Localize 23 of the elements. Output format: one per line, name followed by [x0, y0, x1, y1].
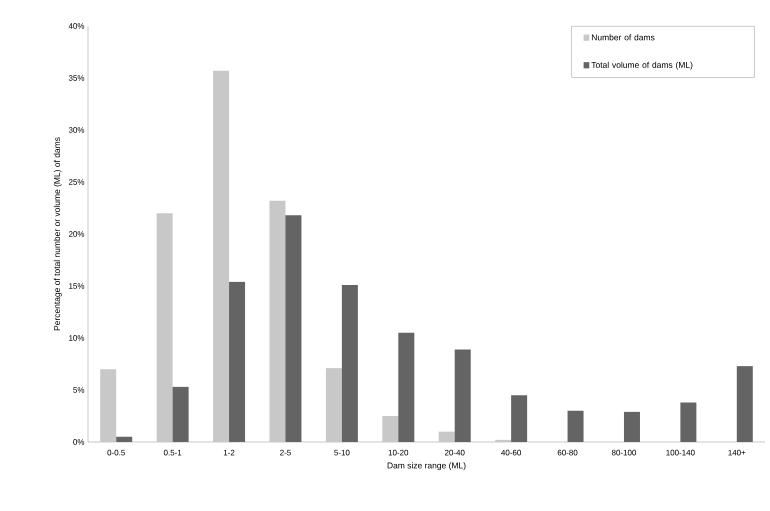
bar [568, 410, 584, 442]
bar [511, 395, 528, 442]
bar [229, 282, 246, 442]
bar [438, 432, 455, 442]
bar [454, 349, 471, 442]
bar [269, 200, 286, 442]
bar [172, 386, 189, 442]
bar [285, 215, 302, 442]
bar [342, 284, 358, 442]
bar [116, 436, 132, 442]
legend-label: Number of dams [592, 34, 654, 40]
bar [100, 369, 116, 442]
bar [736, 366, 753, 442]
legend-label: Total volume of dams (ML) [591, 62, 692, 70]
bar [326, 368, 342, 442]
bar [398, 332, 414, 442]
bar [213, 70, 230, 442]
bar [156, 213, 173, 442]
x-axis-title: Dam size range (ML) [388, 462, 466, 470]
bar [382, 416, 398, 442]
bar [624, 412, 640, 442]
bar [680, 402, 696, 442]
y-axis-title: Percentage of total number or volume (ML) of dams [54, 137, 62, 330]
